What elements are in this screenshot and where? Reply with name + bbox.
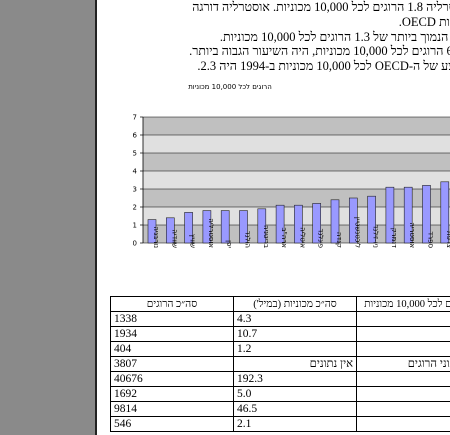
table-cell: 10.7 bbox=[233, 326, 357, 342]
x-tick-label: בריטניה bbox=[262, 225, 270, 248]
table-cell: 192.3 bbox=[233, 371, 357, 387]
table-cell: 404 bbox=[110, 341, 234, 357]
x-tick-label: ספרד bbox=[427, 231, 435, 248]
table-cell: 9814 bbox=[110, 401, 234, 417]
x-tick-label: אוסטריה bbox=[408, 222, 416, 248]
x-tick-label: קנדה bbox=[335, 232, 343, 248]
x-tick-label: ניו-זילנד bbox=[372, 225, 380, 249]
table-cell bbox=[356, 371, 450, 387]
x-tick-label: דנמרק bbox=[390, 228, 398, 248]
x-tick-label: נורבגיה bbox=[152, 226, 160, 248]
x-tick-label: שוויץ bbox=[189, 234, 197, 248]
table-cell: 1934 bbox=[110, 326, 234, 342]
column-header: סה״כ הרוגים bbox=[110, 296, 234, 312]
x-tick-label: איטליה bbox=[298, 227, 306, 248]
bar bbox=[312, 203, 321, 244]
table-cell: 1692 bbox=[110, 386, 234, 402]
bar bbox=[220, 210, 230, 244]
table-cell: 546 bbox=[110, 416, 234, 432]
column-header: הרוגים לכל 10,000 מכוניות bbox=[356, 296, 450, 312]
y-tick-label: 7 bbox=[133, 114, 137, 122]
y-tick-label: 6 bbox=[133, 132, 138, 140]
chart: הרוגים לכל 10,000 מכוניות 0 1 2 3 4 5 6 7 נורבגי… bbox=[133, 83, 450, 249]
table-row: 4.3 1338 bbox=[110, 311, 450, 327]
bar bbox=[422, 185, 431, 244]
y-tick-label: 0 bbox=[133, 240, 137, 248]
x-tick-label: פינלנד bbox=[317, 229, 325, 248]
bar bbox=[440, 181, 450, 244]
bar bbox=[385, 186, 395, 244]
table-row: 1.2 404 bbox=[110, 341, 450, 357]
paragraph-line: שיעור הנמוך ביותר של 1.3 הרוגים לכל 10,0… bbox=[219, 30, 450, 44]
x-tick-label: צרפת bbox=[445, 231, 450, 248]
table-row: 5.0 1692 bbox=[110, 386, 450, 402]
x-tick-label: אוסטרליה bbox=[207, 218, 215, 248]
paragraph-line: באוסטרליה 1.8 הרוגים לכל 10,000 מכוניות.… bbox=[192, 0, 450, 14]
bar bbox=[403, 186, 413, 244]
y-tick-label: 2 bbox=[133, 204, 137, 212]
table-row: 10.7 1934 bbox=[110, 326, 450, 342]
x-tick-label: שוודיה bbox=[170, 229, 178, 248]
grid-band bbox=[143, 171, 450, 189]
table-cell: 1.2 bbox=[233, 341, 357, 357]
bar bbox=[166, 217, 175, 244]
table-cell bbox=[356, 311, 450, 327]
grid-band bbox=[143, 135, 450, 153]
table-cell: 3807 bbox=[110, 356, 234, 372]
bar bbox=[330, 199, 340, 244]
x-tick-label: ארה"ב bbox=[280, 228, 288, 249]
table-cell: 5.0 bbox=[233, 386, 357, 402]
bar bbox=[349, 197, 358, 244]
table-cell: 4.3 bbox=[233, 311, 357, 327]
x-tick-label: ליכטנשטיין bbox=[353, 217, 361, 248]
y-tick-label: 4 bbox=[133, 168, 138, 176]
table-cell bbox=[356, 401, 450, 417]
column-header: סה״כ מכוניות (במיל') bbox=[233, 296, 357, 312]
page-margin bbox=[0, 0, 97, 435]
table-cell: אין נתונים bbox=[233, 356, 357, 372]
x-tick-label: הולנד bbox=[244, 231, 252, 248]
bar bbox=[184, 212, 193, 244]
y-tick-label: 5 bbox=[133, 150, 137, 158]
x-tick-label: יפן bbox=[225, 240, 233, 248]
table-cell bbox=[356, 326, 450, 342]
table-row: 46.5 9814 bbox=[110, 401, 450, 417]
bar bbox=[202, 210, 212, 244]
paragraph-line: של 6.5 הרוגים לכל 10,000 מכוניות, היה הש… bbox=[189, 44, 450, 58]
table-row: 2.1 546 bbox=[110, 416, 450, 432]
bar bbox=[147, 219, 157, 244]
bar bbox=[257, 208, 267, 244]
table-cell: 1338 bbox=[110, 311, 234, 327]
table-cell: 46.5 bbox=[233, 401, 357, 417]
table-cell: 40676 bbox=[110, 371, 234, 387]
bar bbox=[294, 204, 303, 244]
bar bbox=[239, 210, 248, 244]
table-cell bbox=[356, 341, 450, 357]
bar bbox=[367, 195, 376, 244]
table-cell bbox=[356, 416, 450, 432]
paragraph-line: הממוצע של ה-OECD לכל 10,000 מכוניות ב-19… bbox=[197, 59, 450, 73]
table-cell bbox=[356, 386, 450, 402]
y-tick-label: 3 bbox=[133, 186, 137, 194]
y-tick-label: 1 bbox=[133, 222, 137, 230]
chart-title: הרוגים לכל 10,000 מכוניות bbox=[188, 83, 272, 91]
table-cell: אין נתוני הרוגים bbox=[356, 356, 450, 372]
table-row: 192.3 40676 bbox=[110, 371, 450, 387]
paragraph-line: 2 מדינות OECD. bbox=[398, 15, 450, 29]
table-cell: 2.1 bbox=[233, 416, 357, 432]
bar bbox=[275, 204, 285, 244]
